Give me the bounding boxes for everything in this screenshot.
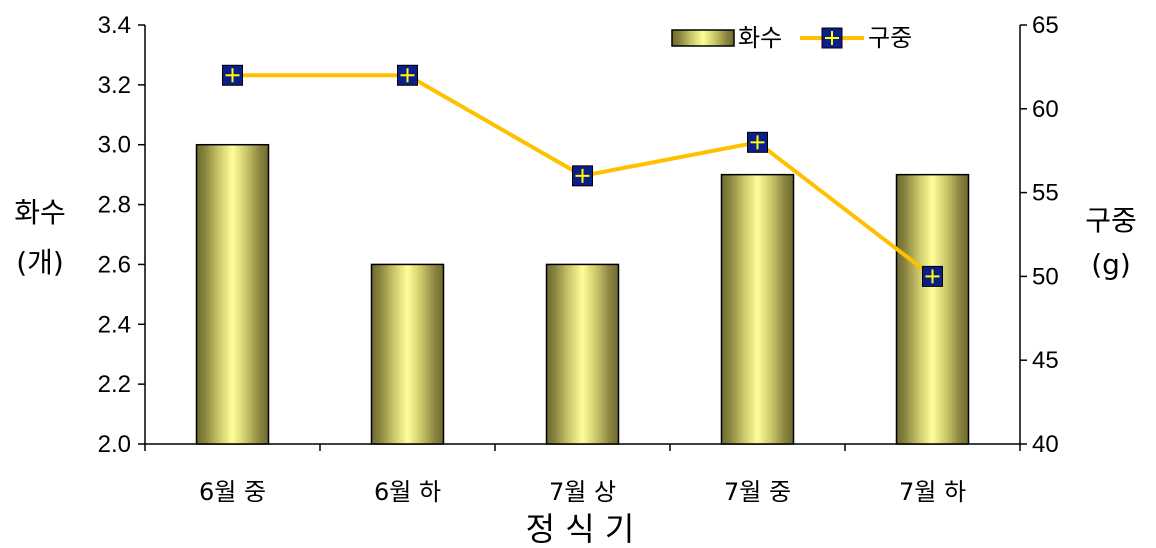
x-tick-label: 6월 하 <box>374 478 441 506</box>
y-tick-label: 2.6 <box>98 251 131 278</box>
y2-tick-label: 50 <box>1032 263 1059 290</box>
x-tick-label: 7월 상 <box>549 478 616 506</box>
y2-tick-label: 60 <box>1032 96 1059 123</box>
legend-line-label: 구중 <box>868 24 912 52</box>
y-tick-label: 3.0 <box>98 132 131 159</box>
line-point <box>397 64 418 86</box>
y2-axis-title: 구중 (g) <box>1085 204 1137 281</box>
legend-line-marker <box>821 27 843 49</box>
x-axis-title: 정 식 기 <box>526 510 635 548</box>
tick-labels: 2.0 2.2 2.4 2.6 2.8 3.0 3.2 3.4 40 45 50 55 60 65 6월 중… <box>98 12 1059 506</box>
bar <box>370 263 445 445</box>
x-tick-label: 7월 하 <box>899 478 966 506</box>
y-tick-label: 3.2 <box>98 72 131 99</box>
bar <box>720 173 795 445</box>
y2-axis-title-line2: (g) <box>1091 248 1131 281</box>
y2-tick-label: 55 <box>1032 180 1059 207</box>
y-tick-label: 2.0 <box>98 431 131 458</box>
bar <box>895 173 970 445</box>
bar <box>195 143 270 445</box>
line-point <box>572 165 593 187</box>
y-axis-title-line2: (개) <box>16 246 64 279</box>
bar-series <box>195 143 970 445</box>
y2-axis-title-line1: 구중 <box>1085 204 1137 237</box>
legend: 화수 구중 <box>671 24 912 52</box>
y2-tick-label: 40 <box>1032 431 1059 458</box>
x-tick-label: 6월 중 <box>199 478 266 506</box>
line-point <box>922 265 943 287</box>
y-axis-title-line1: 화수 <box>14 196 66 229</box>
y-tick-label: 2.8 <box>98 192 131 219</box>
y2-tick-label: 45 <box>1032 347 1059 374</box>
line-series <box>222 64 943 287</box>
y-axis-title: 화수 (개) <box>14 196 66 279</box>
y-tick-label: 2.2 <box>98 371 131 398</box>
y-tick-label: 2.4 <box>98 311 131 338</box>
y2-tick-label: 65 <box>1032 12 1059 39</box>
line-point <box>747 131 768 153</box>
line-point <box>222 64 243 86</box>
x-tick-label: 7월 중 <box>724 478 791 506</box>
bar <box>545 263 620 445</box>
legend-bar-label: 화수 <box>738 24 782 52</box>
y-tick-label: 3.4 <box>98 12 131 39</box>
legend-bar-swatch <box>671 29 735 47</box>
